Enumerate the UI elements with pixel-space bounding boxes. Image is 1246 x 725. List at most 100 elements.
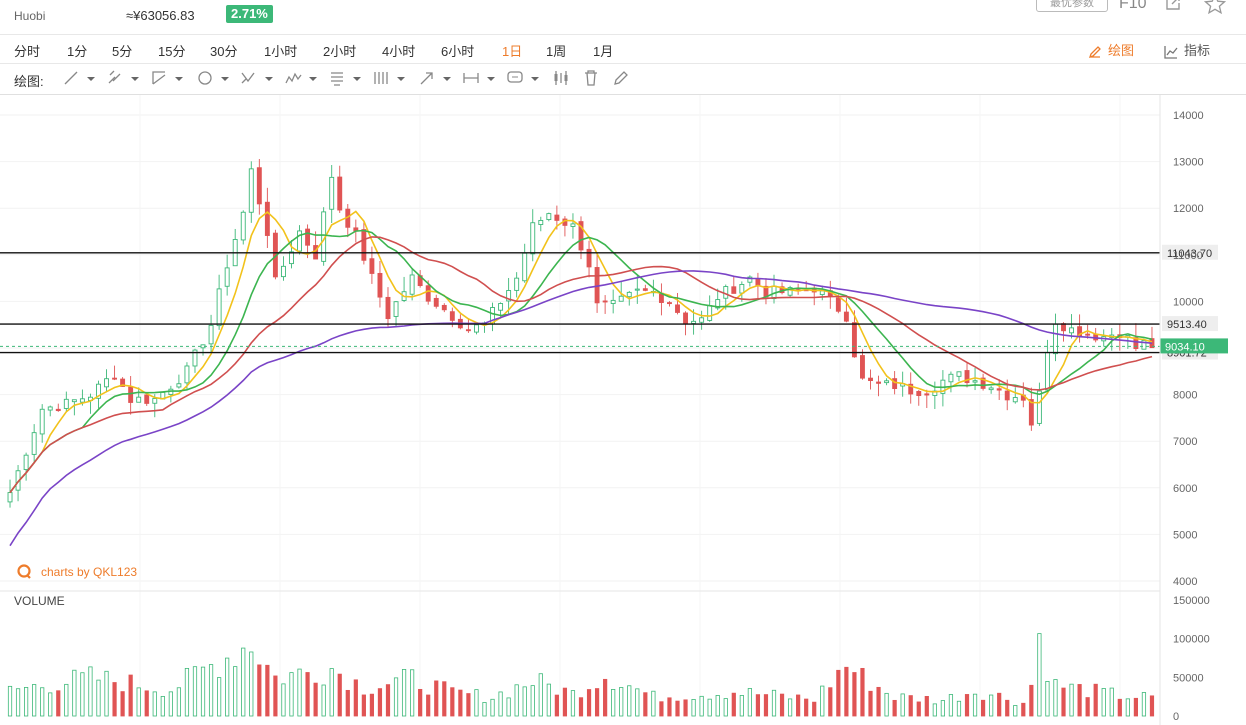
candle-body	[256, 167, 262, 205]
volume-bar	[731, 692, 736, 717]
volume-bar	[522, 686, 527, 717]
volume-bar	[812, 701, 817, 717]
volume-bar	[144, 690, 149, 717]
best-params-button[interactable]: 最优参数	[1036, 0, 1108, 12]
volume-bar	[482, 702, 487, 717]
timeframe-tab[interactable]: 2小时	[323, 44, 357, 59]
star-icon[interactable]	[1204, 0, 1226, 14]
volume-bar	[80, 672, 85, 717]
volume-bar	[329, 668, 334, 717]
volume-bar	[892, 699, 897, 717]
timeframe-tab[interactable]: 分时	[14, 44, 41, 59]
indicator-button[interactable]: 指标	[1164, 40, 1210, 59]
drawing-toolbar: 绘图:	[0, 64, 1246, 92]
timeframe-tab[interactable]: 4小时	[382, 44, 416, 59]
shape-tool-icon[interactable]	[196, 69, 230, 87]
candle-body	[747, 276, 753, 283]
volume-bar	[530, 685, 535, 717]
current-price-tag	[1160, 338, 1228, 354]
price-tick-label: 6000	[1173, 483, 1197, 495]
timeframe-tab[interactable]: 15分	[158, 44, 186, 59]
candle-body	[956, 371, 962, 377]
indicator-icon	[1164, 45, 1178, 59]
trash-icon[interactable]	[582, 69, 600, 87]
volume-bar	[627, 685, 632, 717]
volume-bar	[345, 689, 350, 717]
volume-bar	[225, 657, 230, 717]
f10-button[interactable]: F10	[1119, 0, 1147, 12]
timeframe-tab[interactable]: 1小时	[264, 44, 298, 59]
arrow-tool-icon[interactable]	[418, 69, 452, 87]
current-price-label: 9034.10	[1165, 341, 1205, 353]
volume-bar	[64, 683, 69, 717]
candle-body	[152, 398, 158, 404]
volume-bar	[836, 669, 841, 717]
timeframe-bar: 分时 1分 5分 15分 30分 1小时 2小时 4小时 6小时 1日 1周 1…	[0, 35, 1246, 63]
path-tool-icon[interactable]	[240, 69, 274, 87]
volume-bar	[908, 695, 913, 717]
candle-body	[1044, 351, 1050, 391]
moving-averages	[9, 210, 1153, 547]
volume-bar	[233, 666, 238, 717]
price-tick-label: 5000	[1173, 529, 1197, 541]
draw-button[interactable]: 绘图	[1088, 40, 1134, 59]
volume-bar	[305, 672, 310, 717]
timeframe-tab[interactable]: 5分	[112, 44, 133, 59]
volume-bar	[643, 692, 648, 717]
share-icon[interactable]	[1164, 0, 1182, 12]
volume-bar	[265, 664, 270, 717]
bars-tool-icon[interactable]	[372, 69, 406, 87]
candle-body	[385, 296, 391, 320]
candle-body	[554, 214, 560, 221]
timeframe-tab[interactable]: 1周	[546, 44, 567, 59]
candle-body	[610, 299, 616, 304]
text-tool-icon[interactable]	[328, 69, 362, 87]
volume-bar	[442, 681, 447, 717]
volume-bar	[1125, 698, 1130, 717]
volume-bar	[514, 684, 519, 717]
candle-body	[112, 377, 118, 380]
volume-bar	[940, 700, 945, 717]
volume-bar	[128, 674, 133, 717]
volume-bar	[241, 647, 246, 717]
range-tool-icon[interactable]	[462, 69, 496, 87]
volume-bar	[820, 685, 825, 717]
timeframe-tab[interactable]: 6小时	[441, 44, 475, 59]
volume-bar	[48, 692, 53, 717]
line-tool-icon[interactable]	[62, 69, 96, 87]
pattern-tool-icon[interactable]	[284, 69, 318, 87]
candle-body	[715, 299, 721, 309]
candle-body	[634, 288, 640, 291]
timeframe-tab[interactable]: 1分	[67, 44, 88, 59]
candle-tool-icon[interactable]	[552, 69, 570, 87]
timeframe-tab[interactable]: 1月	[593, 44, 614, 59]
volume-bar	[683, 699, 688, 717]
candle-body	[393, 301, 399, 317]
channel-tool-icon[interactable]	[150, 69, 184, 87]
candle-body	[996, 388, 1002, 391]
fib-tool-icon[interactable]	[106, 69, 140, 87]
price-tick-label: 10000	[1173, 296, 1204, 308]
candle-body	[31, 432, 37, 455]
volume-bar	[24, 687, 29, 717]
volume-bar	[538, 673, 543, 717]
volume-bar	[948, 694, 954, 717]
volume-tick-label: 100000	[1173, 634, 1210, 646]
price-cny: ≈¥63056.83	[126, 8, 195, 23]
candle-body	[667, 302, 672, 305]
volume-bar	[1053, 679, 1058, 717]
indicator-label: 指标	[1184, 43, 1211, 58]
volume-bar	[410, 669, 415, 717]
timeframe-tab-active[interactable]: 1日	[502, 44, 523, 59]
candle-body	[329, 176, 335, 210]
pencil-icon	[1088, 45, 1101, 58]
pencil-icon[interactable]	[612, 69, 630, 87]
candle-body	[570, 223, 576, 227]
volume-bar	[578, 697, 584, 717]
volume-bar	[779, 693, 785, 717]
comment-tool-icon[interactable]	[506, 69, 540, 87]
candle-body	[7, 492, 13, 503]
timeframe-tab[interactable]: 30分	[210, 44, 238, 59]
exchange-name: Huobi	[14, 9, 46, 23]
